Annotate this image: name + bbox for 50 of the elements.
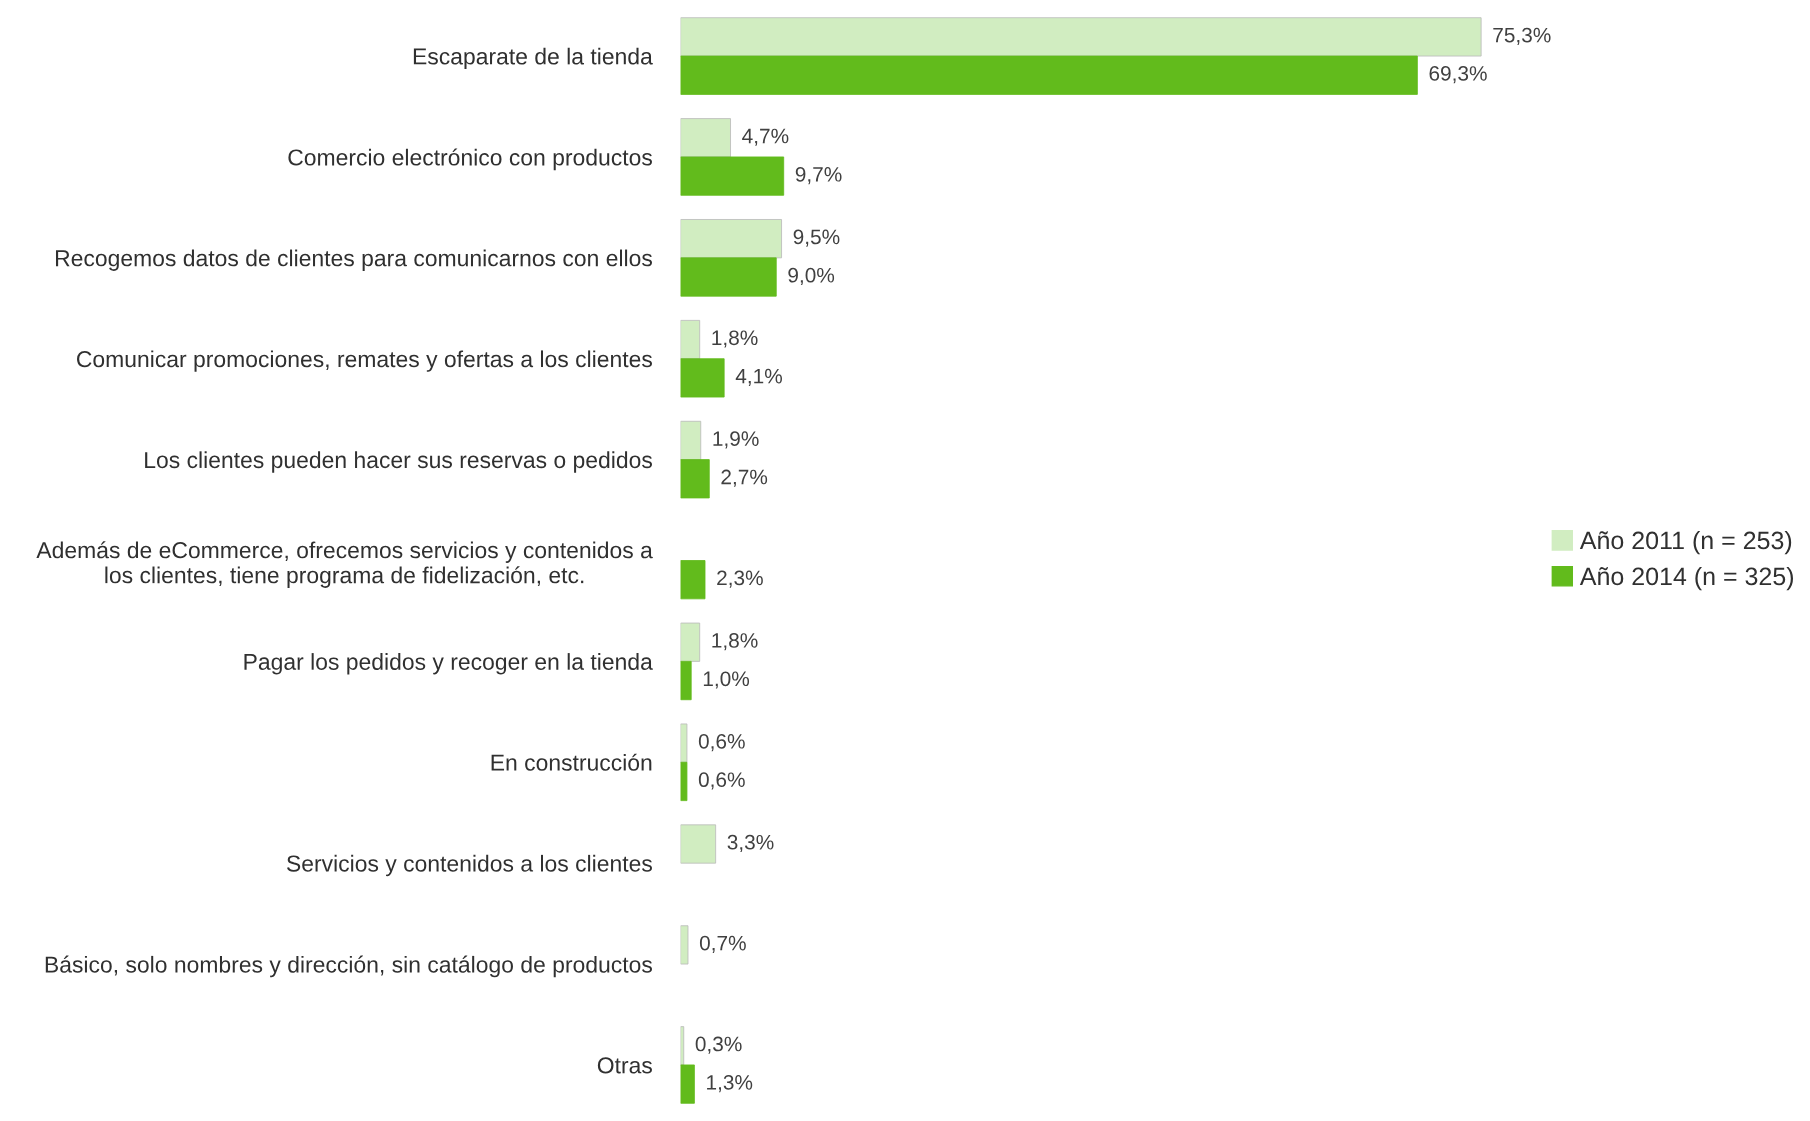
data-label: 9,0% — [788, 267, 835, 286]
data-label: 1,9% — [713, 431, 759, 449]
bar — [680, 118, 731, 158]
y-tick-label: Servicios y contenidos a los clientes — [287, 854, 652, 877]
bar — [680, 358, 725, 398]
y-tick-label: Escaparate de la tienda — [413, 47, 653, 70]
data-label: 69,3% — [1429, 66, 1487, 84]
bar — [680, 925, 689, 965]
data-label: 75,3% — [1493, 27, 1551, 45]
legend-label: Año 2014 (n = 325) — [1579, 566, 1794, 591]
bar — [680, 660, 692, 701]
y-tick-label: Básico, solo nombres y dirección, sin catálogo de productos — [45, 955, 652, 978]
data-label: 0,6% — [698, 733, 745, 752]
data-label: 0,3% — [695, 1036, 742, 1054]
bar — [680, 723, 688, 763]
bar — [680, 761, 688, 802]
y-tick-label: Recogemos datos de clientes para comunicarnos con ellos — [55, 249, 652, 271]
y-tick-label: Comercio electrónico con productos — [288, 148, 652, 171]
bar — [680, 1064, 695, 1104]
data-label: 1,0% — [703, 671, 750, 689]
bar — [680, 17, 1482, 57]
bar — [680, 622, 701, 662]
y-tick-label: Además de eCommerce, ofrecemos servicios y contenidos a los clientes, tiene programa de fidelización, etc. — [36, 541, 653, 588]
data-label: 4,1% — [735, 368, 783, 386]
data-label: 9,7% — [795, 166, 842, 185]
bar — [680, 319, 701, 360]
bar — [680, 219, 782, 259]
data-label: 1,8% — [712, 330, 758, 348]
data-label: 1,3% — [707, 1074, 753, 1093]
bar — [680, 459, 710, 499]
data-label: 1,8% — [712, 633, 758, 651]
bar — [680, 257, 777, 297]
data-label: 2,3% — [717, 570, 763, 588]
y-tick-label: Comunicar promociones, remates y ofertas a los clientes — [77, 350, 652, 372]
bar — [680, 156, 785, 196]
y-tick-label: Otras — [597, 1057, 652, 1074]
bar — [680, 824, 717, 864]
data-label: 4,7% — [742, 128, 789, 146]
y-tick-label: En construcción — [491, 753, 652, 771]
bar — [680, 560, 706, 600]
y-tick-label: Pagar los pedidos y recoger en la tienda — [244, 653, 653, 675]
data-label: 9,5% — [793, 229, 840, 247]
y-tick-label: Los clientes pueden hacer sus reservas o pedidos — [145, 451, 652, 473]
bar — [680, 420, 702, 461]
bar — [680, 55, 1418, 95]
data-label: 0,7% — [699, 935, 746, 953]
data-label: 3,3% — [727, 834, 774, 853]
data-label: 2,7% — [721, 469, 768, 487]
data-label: 0,6% — [698, 772, 745, 790]
legend-label: Año 2011 (n = 253) — [1579, 530, 1792, 555]
